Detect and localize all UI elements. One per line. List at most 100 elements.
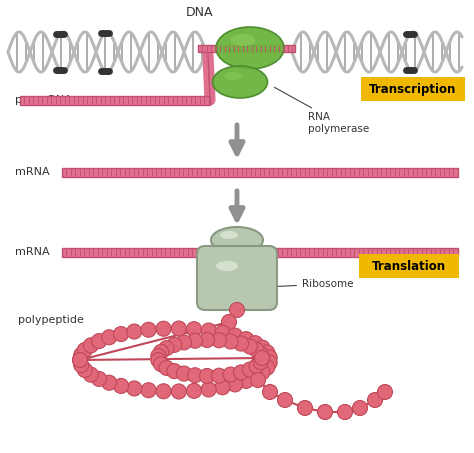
Circle shape — [223, 334, 238, 349]
Text: Ribosome: Ribosome — [268, 279, 354, 289]
Circle shape — [262, 350, 277, 365]
Circle shape — [73, 352, 88, 367]
Circle shape — [263, 385, 277, 400]
Text: DNA: DNA — [186, 6, 214, 19]
FancyBboxPatch shape — [359, 254, 459, 278]
Ellipse shape — [212, 66, 267, 98]
Text: polypeptide: polypeptide — [18, 315, 84, 325]
Circle shape — [337, 405, 353, 419]
Circle shape — [215, 380, 230, 395]
Ellipse shape — [220, 231, 238, 239]
Circle shape — [255, 340, 270, 355]
Circle shape — [102, 330, 117, 345]
Circle shape — [188, 368, 202, 383]
Circle shape — [228, 328, 243, 343]
Bar — [62, 168, 458, 177]
FancyBboxPatch shape — [361, 77, 465, 101]
Circle shape — [141, 322, 156, 337]
Circle shape — [223, 367, 238, 382]
Circle shape — [151, 348, 166, 363]
Circle shape — [176, 366, 191, 381]
Circle shape — [127, 381, 142, 396]
Circle shape — [248, 369, 263, 384]
Circle shape — [242, 362, 257, 377]
Circle shape — [83, 367, 99, 382]
Circle shape — [221, 314, 237, 329]
Circle shape — [167, 364, 182, 379]
Circle shape — [127, 324, 142, 339]
Circle shape — [74, 357, 89, 372]
Ellipse shape — [224, 72, 242, 80]
Circle shape — [255, 351, 270, 366]
Circle shape — [77, 342, 92, 357]
Circle shape — [253, 355, 268, 370]
Circle shape — [262, 355, 277, 370]
Circle shape — [91, 333, 107, 348]
Circle shape — [156, 384, 171, 399]
Text: RNA
polymerase: RNA polymerase — [274, 87, 369, 134]
Circle shape — [167, 337, 182, 352]
Circle shape — [171, 321, 186, 336]
Bar — [198, 44, 295, 52]
Circle shape — [102, 375, 117, 390]
Circle shape — [255, 365, 270, 380]
Circle shape — [114, 378, 128, 393]
Circle shape — [260, 360, 275, 375]
Circle shape — [151, 352, 166, 367]
Circle shape — [171, 384, 186, 399]
Circle shape — [73, 352, 88, 367]
Circle shape — [141, 383, 156, 398]
Circle shape — [377, 385, 392, 400]
Circle shape — [200, 333, 214, 347]
Ellipse shape — [211, 227, 263, 253]
Circle shape — [188, 333, 202, 348]
Circle shape — [353, 400, 367, 415]
Circle shape — [186, 322, 201, 337]
Circle shape — [255, 351, 270, 366]
Text: pre-mRNA: pre-mRNA — [15, 95, 72, 105]
Circle shape — [367, 392, 383, 408]
Circle shape — [211, 368, 227, 383]
Circle shape — [277, 392, 292, 408]
Circle shape — [234, 336, 248, 351]
Ellipse shape — [230, 34, 255, 46]
Ellipse shape — [216, 27, 284, 69]
FancyBboxPatch shape — [197, 246, 277, 310]
Text: Transcription: Transcription — [369, 82, 456, 96]
Circle shape — [238, 332, 254, 347]
Circle shape — [156, 321, 171, 336]
Circle shape — [154, 344, 169, 359]
Circle shape — [253, 347, 268, 361]
Circle shape — [228, 377, 243, 392]
Circle shape — [249, 342, 264, 357]
Circle shape — [250, 372, 265, 387]
Circle shape — [200, 368, 214, 384]
Text: Translation: Translation — [372, 260, 446, 273]
Circle shape — [83, 338, 99, 353]
Bar — [62, 247, 458, 256]
Circle shape — [91, 371, 107, 386]
Circle shape — [249, 359, 264, 374]
Circle shape — [238, 373, 254, 388]
Circle shape — [211, 333, 227, 348]
Text: mRNA: mRNA — [15, 167, 50, 177]
Circle shape — [159, 341, 174, 356]
Circle shape — [248, 336, 263, 351]
Circle shape — [186, 383, 201, 398]
Circle shape — [229, 303, 245, 318]
Circle shape — [176, 335, 191, 350]
Circle shape — [114, 327, 128, 342]
Circle shape — [318, 405, 332, 419]
Circle shape — [260, 345, 275, 360]
Circle shape — [159, 361, 174, 376]
Circle shape — [74, 347, 89, 362]
Circle shape — [77, 362, 92, 377]
Circle shape — [242, 339, 257, 354]
Bar — [20, 96, 210, 105]
Text: mRNA: mRNA — [15, 247, 50, 257]
Circle shape — [234, 365, 248, 380]
Circle shape — [154, 357, 169, 371]
Circle shape — [215, 325, 230, 340]
Circle shape — [298, 400, 312, 415]
Ellipse shape — [216, 261, 238, 271]
